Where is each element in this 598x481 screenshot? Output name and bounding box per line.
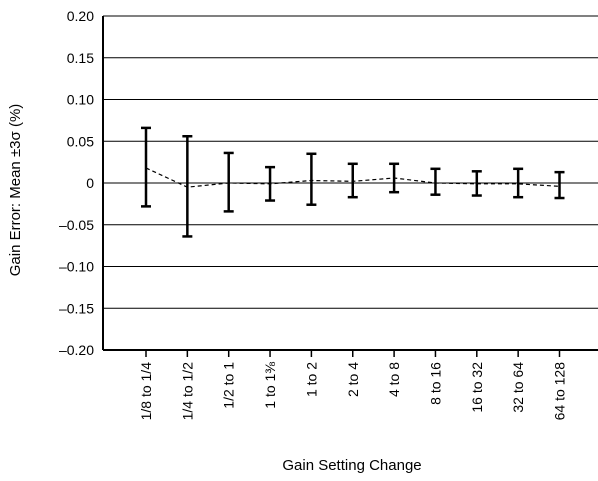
y-tick-label: 0.05	[67, 133, 94, 149]
x-tick-label: 16 to 32	[469, 362, 485, 413]
x-tick-label: 4 to 8	[386, 362, 402, 397]
y-axis-label: Gain Error: Mean ±3σ (%)	[7, 104, 24, 277]
x-tick-label: 1/8 to 1/4	[138, 362, 154, 421]
grid-lines	[103, 16, 598, 350]
y-tick-label: –0.10	[59, 259, 94, 275]
x-tick-label: 8 to 16	[427, 362, 443, 405]
y-tick-label: –0.20	[59, 342, 94, 358]
y-tick-label: 0.10	[67, 92, 94, 108]
x-tick-label: 1/2 to 1	[221, 362, 237, 409]
y-tick-labels: 0.20 0.15 0.10 0.05 0 –0.05 –0.10 –0.15 –0.20	[59, 8, 94, 358]
x-axis-label: Gain Setting Change	[282, 457, 421, 474]
data-series	[141, 128, 565, 237]
x-tick-label: 2 to 4	[345, 362, 361, 397]
y-tick-label: –0.15	[59, 300, 94, 316]
y-tick-label: 0.20	[67, 8, 94, 24]
y-tick-label: 0.15	[67, 50, 94, 66]
x-tick-label: 64 to 128	[552, 362, 568, 421]
y-tick-label: –0.05	[59, 217, 94, 233]
x-tick-label: 32 to 64	[510, 362, 526, 413]
y-tick-label: 0	[86, 175, 94, 191]
x-tick-labels: 1/8 to 1/4 1/4 to 1/2 1/2 to 1 1 to 1⅜ 1 to …	[138, 362, 568, 421]
x-tick-label: 1 to 1⅜	[262, 362, 278, 409]
x-tick-label: 1 to 2	[303, 362, 319, 397]
axes	[103, 16, 598, 357]
x-tick-label: 1/4 to 1/2	[179, 362, 195, 421]
